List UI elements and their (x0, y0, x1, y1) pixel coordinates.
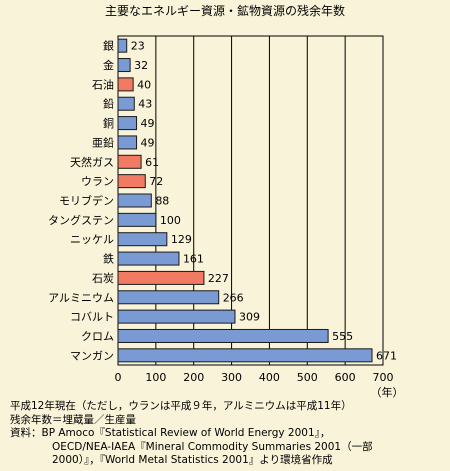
bar (117, 309, 236, 324)
data-label: 555 (332, 330, 353, 343)
bar (117, 193, 152, 208)
bar (117, 154, 142, 169)
category-label: モリブデン (59, 194, 114, 208)
bar (117, 96, 135, 111)
x-tick-label: 200 (183, 371, 204, 384)
category-label: クロム (81, 330, 114, 343)
category-label: マンガン (70, 349, 114, 362)
x-tick-label: 400 (259, 371, 280, 384)
category-label: ニッケル (70, 233, 114, 246)
data-label: 309 (239, 311, 260, 324)
note-line: 資料：BP Amoco『Statistical Review of World … (10, 427, 331, 439)
bar (117, 212, 157, 227)
x-tick-label: 300 (221, 371, 242, 384)
bar-chart: 0 100 200 300 400 500 600 700（年） 銀 23 金 32 石油 40 鉛 43 銅 4… (48, 35, 404, 399)
note-line: 2000）』，『World Metal Statistics 2001』より環境… (52, 454, 333, 466)
bar (117, 135, 138, 150)
category-label: 天然ガス (70, 155, 114, 169)
data-label: 43 (138, 98, 152, 111)
data-label: 49 (141, 117, 155, 130)
x-tick-label: 700 (373, 371, 394, 384)
bar (117, 38, 128, 53)
data-label: 129 (171, 233, 192, 246)
category-label: 銅 (103, 116, 114, 130)
bar (117, 328, 329, 343)
category-label: ウラン (81, 175, 114, 188)
data-label: 671 (376, 349, 397, 362)
category-label: 石炭 (92, 272, 114, 285)
x-tick-label: 600 (335, 371, 356, 384)
category-label: 亜鉛 (92, 135, 114, 149)
data-label: 61 (145, 156, 159, 169)
category-label: 銀 (103, 39, 114, 53)
bar (117, 58, 131, 73)
data-label: 23 (131, 40, 145, 53)
data-label: 40 (137, 78, 151, 91)
note-line: 残余年数＝埋蔵量／生産量 (10, 413, 136, 426)
category-label: 石油 (92, 77, 114, 91)
bar (117, 116, 138, 131)
data-label: 49 (141, 136, 155, 149)
note-line: 平成12年現在（ただし，ウランは平成９年，アルミニウムは平成11年） (10, 400, 352, 412)
category-label: アルミニウム (48, 291, 114, 304)
bar (117, 270, 205, 285)
data-label: 32 (134, 59, 148, 72)
data-label: 72 (149, 175, 163, 188)
category-label: 鉄 (103, 252, 114, 266)
category-label: 金 (103, 58, 114, 72)
category-label: 鉛 (103, 97, 114, 111)
x-tick-label: 0 (115, 371, 122, 384)
data-label: 88 (155, 195, 169, 208)
x-unit-label: （年） (371, 385, 404, 399)
chart-title: 主要なエネルギー資源・鉱物資源の残余年数 (104, 4, 345, 18)
bar (117, 232, 168, 247)
category-label: タングステン (48, 213, 114, 227)
data-label: 161 (183, 253, 204, 266)
chart-notes: 平成12年現在（ただし，ウランは平成９年，アルミニウムは平成11年） 残余年数＝… (10, 400, 445, 468)
data-label: 100 (160, 214, 181, 227)
bar (117, 290, 220, 305)
x-tick-label: 500 (297, 371, 318, 384)
note-line: OECD/NEA-IAEA『Mineral Commodity Summarie… (52, 440, 373, 453)
data-label: 266 (223, 291, 244, 304)
category-label: コバルト (70, 311, 114, 324)
bar (117, 174, 146, 189)
bar (117, 251, 180, 266)
bar (117, 77, 134, 92)
data-label: 227 (208, 272, 229, 285)
bar (117, 348, 373, 363)
x-tick-label: 100 (145, 371, 166, 384)
